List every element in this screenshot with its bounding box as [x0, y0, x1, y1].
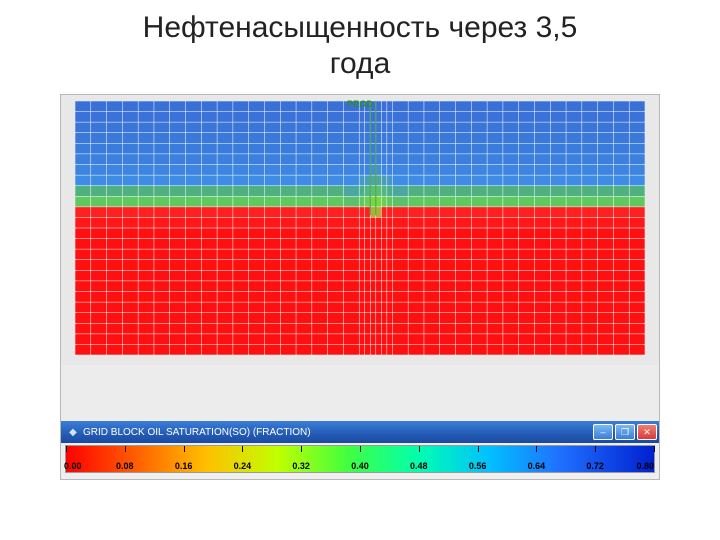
colorbar-tick-label: 0.64	[528, 461, 546, 471]
minimize-button[interactable]: –	[593, 424, 613, 440]
simulation-window: PROD ◆ GRID BLOCK OIL SATURATION(SO) (FR…	[60, 94, 660, 480]
colorbar-tick-label: 0.40	[351, 461, 369, 471]
colorbar-tick-mark	[301, 446, 302, 452]
colorbar-tick-mark	[595, 446, 596, 452]
grid-canvas[interactable]: PROD	[61, 95, 659, 365]
close-button[interactable]: ✕	[637, 424, 657, 440]
colorbar-tick-mark	[536, 446, 537, 452]
colorbar-tick-mark	[125, 446, 126, 452]
legend-titlebar: ◆ GRID BLOCK OIL SATURATION(SO) (FRACTIO…	[61, 421, 659, 443]
colorbar-tick-mark	[419, 446, 420, 452]
titlebar-text: GRID BLOCK OIL SATURATION(SO) (FRACTION)	[83, 427, 593, 438]
colorbar: 0.00 0.08 0.16 0.24 0.32 0.40 0.48 0.56 0.64 0.72…	[65, 445, 655, 473]
slide-title: Нефтенасыщенность через 3,5 года	[0, 0, 720, 90]
colorbar-tick-label: 0.72	[586, 461, 604, 471]
colorbar-frame: 0.00 0.08 0.16 0.24 0.32 0.40 0.48 0.56 0.64 0.72…	[61, 443, 659, 479]
colorbar-tick-mark	[654, 446, 655, 452]
title-line2: года	[330, 47, 391, 80]
canvas-blank-area	[61, 365, 659, 421]
colorbar-tick-mark	[360, 446, 361, 452]
title-line1: Нефтенасыщенность через 3,5	[143, 11, 578, 44]
colorbar-tick-label: 0.48	[410, 461, 428, 471]
colorbar-tick-mark	[184, 446, 185, 452]
colorbar-tick-label: 0.08	[116, 461, 134, 471]
colorbar-tick-label: 0.16	[175, 461, 193, 471]
titlebar-app-icon: ◆	[67, 426, 79, 438]
prod-well-label: PROD	[347, 99, 373, 109]
colorbar-tick-label: 0.32	[292, 461, 310, 471]
colorbar-tick-mark	[66, 446, 67, 452]
colorbar-tick-mark	[478, 446, 479, 452]
colorbar-tick-label: 0.24	[234, 461, 252, 471]
colorbar-tick-label: 0.80	[636, 461, 654, 471]
colorbar-ticks: 0.00 0.08 0.16 0.24 0.32 0.40 0.48 0.56 0.64 0.72…	[66, 446, 654, 472]
colorbar-tick-label: 0.00	[64, 461, 82, 471]
saturation-grid	[75, 101, 645, 355]
colorbar-tick-label: 0.56	[469, 461, 487, 471]
colorbar-tick-mark	[242, 446, 243, 452]
maximize-button[interactable]: ❐	[615, 424, 635, 440]
window-controls: – ❐ ✕	[593, 424, 657, 440]
